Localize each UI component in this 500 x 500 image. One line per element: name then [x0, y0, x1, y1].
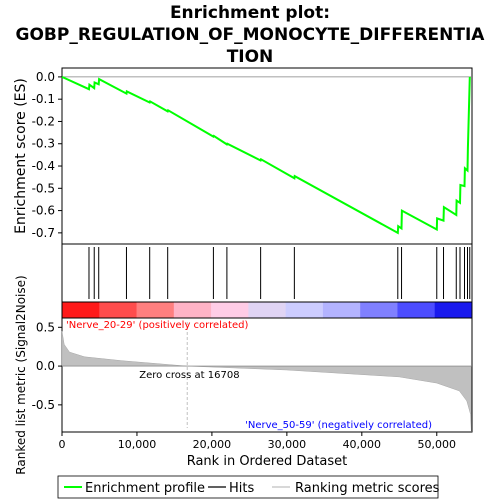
x-tick-label: 10,000: [118, 438, 157, 451]
enrichment-profile-line: [61, 75, 471, 235]
es-y-tick-label: -0.6: [32, 204, 55, 218]
x-tick-label: 50,000: [418, 438, 457, 451]
ranking-y-tick-label: 0.5: [36, 320, 55, 334]
es-y-tick-label: -0.1: [32, 92, 55, 106]
es-y-axis-label: Enrichment score (ES): [13, 78, 29, 234]
chart-title-line-3: TION: [226, 47, 274, 67]
rank-color-band: [173, 302, 212, 318]
rank-color-band: [360, 302, 398, 318]
rank-color-band: [136, 302, 175, 318]
es-y-tick-label: -0.4: [32, 159, 55, 173]
ranking-y-tick-label: 0.0: [36, 359, 55, 373]
legend-box: [57, 475, 439, 499]
rank-color-band: [434, 302, 473, 318]
ranking-metric-area: [61, 331, 472, 433]
hits-panel-frame: [61, 243, 473, 303]
x-axis-label: Rank in Ordered Dataset: [187, 454, 348, 469]
rank-color-band: [99, 302, 138, 318]
x-tick-label: 40,000: [343, 438, 382, 451]
rank-color-band: [397, 302, 436, 318]
es-y-tick-label: -0.5: [32, 181, 55, 195]
x-tick-label: 0: [59, 438, 66, 451]
es-y-tick-label: -0.3: [32, 137, 55, 151]
negative-correlation-label: 'Nerve_50-59' (negatively correlated): [245, 420, 432, 431]
chart-title-line-2: GOBP_REGULATION_OF_MONOCYTE_DIFFERENTIA: [15, 25, 485, 45]
positive-correlation-label: 'Nerve_20-29' (positively correlated): [66, 320, 248, 331]
es-y-tick-label: 0.0: [36, 70, 55, 84]
es-y-tick-label: -0.7: [32, 226, 55, 240]
rank-color-band: [211, 302, 249, 318]
x-tick-label: 20,000: [193, 438, 232, 451]
es-panel-frame: [61, 67, 473, 245]
rank-color-band: [248, 302, 287, 318]
chart-title-line-1: Enrichment plot:: [169, 3, 331, 23]
ranking-y-tick-label: -0.5: [32, 398, 55, 412]
legend-label-hits: Hits: [229, 481, 254, 496]
es-y-tick-label: -0.2: [32, 114, 55, 128]
rank-color-band: [322, 302, 361, 318]
x-tick-label: 30,000: [268, 438, 307, 451]
rank-color-band: [285, 302, 324, 318]
rank-color-band: [62, 302, 100, 318]
zero-cross-label: Zero cross at 16708: [139, 370, 239, 381]
legend-label-ranking: Ranking metric scores: [295, 481, 440, 496]
legend-label-enrichment: Enrichment profile: [85, 481, 205, 496]
ranking-y-axis-label: Ranked list metric (Signal2Noise): [14, 275, 28, 474]
